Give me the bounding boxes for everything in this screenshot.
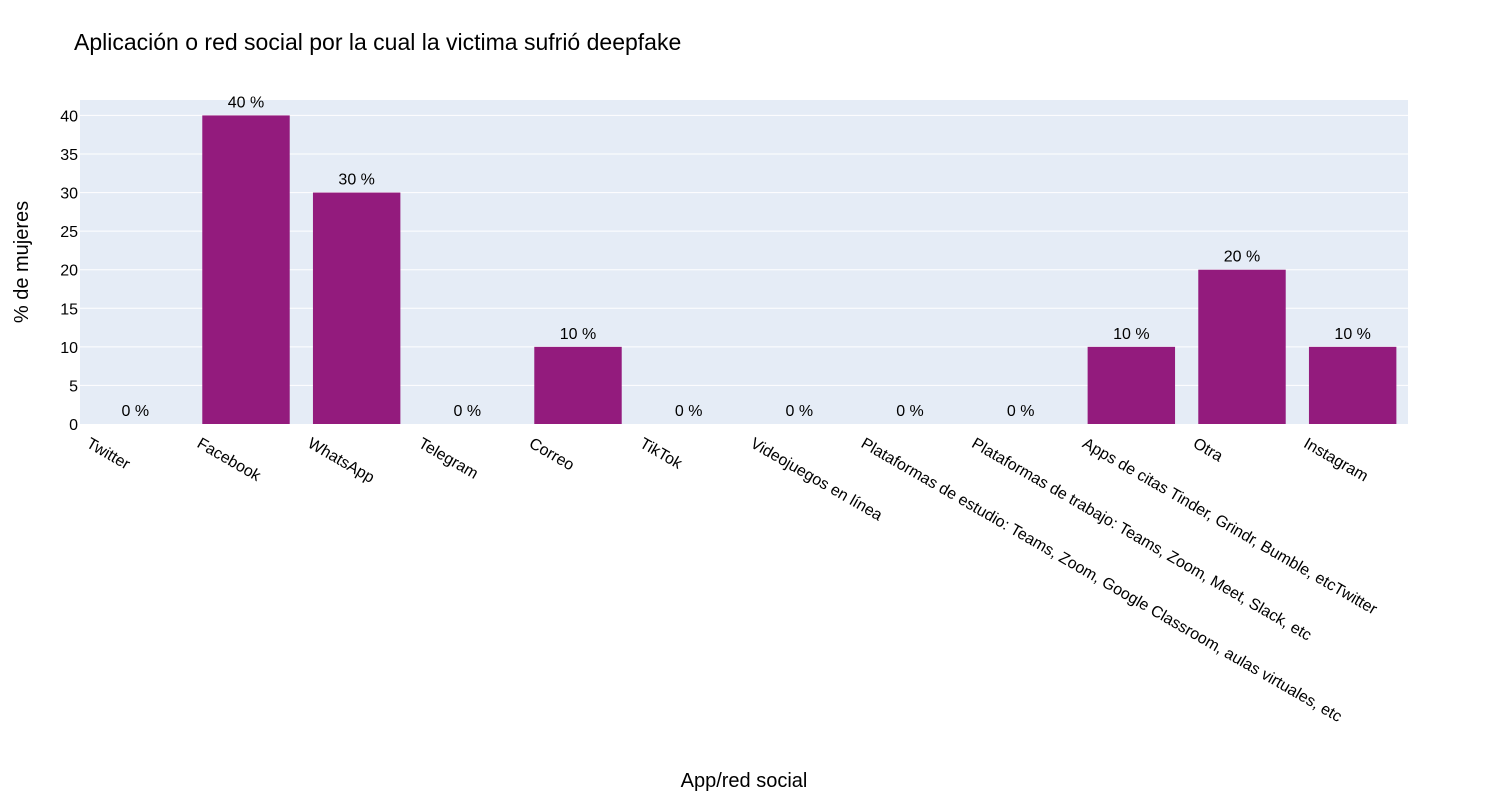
x-axis-ticks: Twitter Facebook WhatsApp Telegram Correo Tik… [83, 435, 1380, 726]
x-tick-label: Facebook [194, 435, 264, 485]
x-axis-label: App/red social [681, 770, 808, 792]
x-tick-label: Plataformas de estudio: Teams, Zoom, Goo… [858, 435, 1345, 726]
y-axis-label: % de mujeres [11, 201, 33, 323]
data-label: 40 % [228, 94, 264, 111]
bar [1087, 346, 1176, 424]
x-tick-label: WhatsApp [305, 435, 378, 487]
bars [202, 115, 1397, 424]
bar [1308, 346, 1397, 424]
chart-title: Aplicación o red social por la cual la v… [74, 29, 681, 55]
y-tick-label: 0 [69, 417, 78, 434]
x-tick-label: Instagram [1301, 435, 1371, 485]
x-tick-label: Telegram [415, 435, 480, 483]
y-tick-label: 5 [69, 378, 78, 395]
x-tick-label: Correo [526, 435, 577, 474]
y-axis-ticks: 0 5 10 15 20 25 30 35 40 [60, 108, 78, 434]
y-tick-label: 30 [60, 186, 78, 203]
y-tick-label: 40 [60, 108, 78, 125]
bar [202, 115, 290, 424]
data-label: 0 % [454, 403, 482, 420]
x-tick-label: TikTok [637, 435, 686, 473]
data-labels: 0 % 40 % 30 % 0 % 10 % 0 % 0 % 0 % 0 % 10 % 20 % 10… [122, 94, 1371, 420]
data-label: 0 % [675, 403, 703, 420]
x-tick-label: Twitter [83, 435, 133, 474]
gridlines [80, 114, 1408, 386]
data-label: 10 % [560, 326, 596, 343]
y-tick-label: 20 [60, 263, 78, 280]
data-label: 10 % [1334, 326, 1370, 343]
data-label: 0 % [786, 403, 814, 420]
data-label: 30 % [338, 172, 374, 189]
data-label: 0 % [1007, 403, 1035, 420]
y-tick-label: 25 [60, 224, 78, 241]
data-label: 20 % [1224, 249, 1260, 266]
x-tick-label: Otra [1190, 435, 1226, 465]
data-label: 10 % [1113, 326, 1149, 343]
y-tick-label: 15 [60, 301, 78, 318]
data-label: 0 % [122, 403, 150, 420]
data-label: 0 % [896, 403, 924, 420]
bar [312, 192, 401, 424]
bar [1198, 269, 1286, 424]
bar [534, 346, 622, 424]
y-tick-label: 10 [60, 340, 78, 357]
y-tick-label: 35 [60, 147, 78, 164]
